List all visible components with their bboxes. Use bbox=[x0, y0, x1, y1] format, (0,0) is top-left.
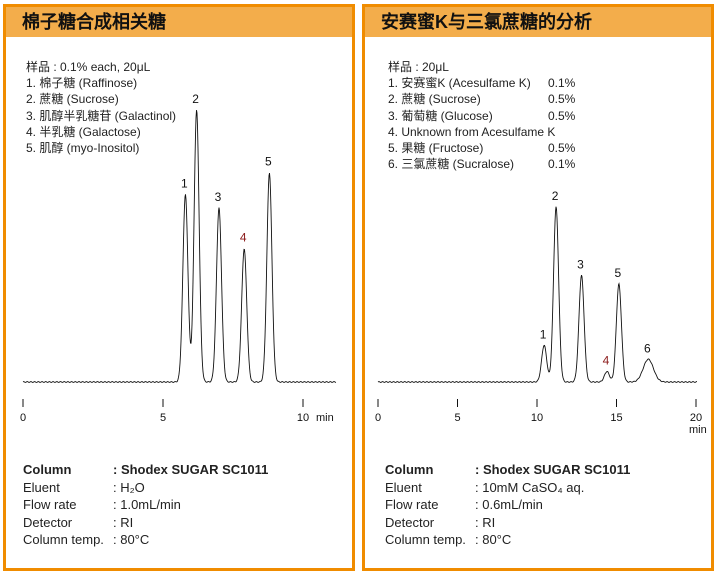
peak-label: 4 bbox=[240, 231, 247, 245]
conditions: Column : Shodex SUGAR SC1011 Eluent : 10mM… bbox=[385, 461, 630, 549]
item-text: 5. 果糖 (Fructose) bbox=[388, 141, 484, 156]
cond-key: Eluent bbox=[385, 479, 422, 495]
x-tick-label: 20 bbox=[690, 412, 702, 424]
panel-title: 安赛蜜K与三氯蔗糖的分析 bbox=[365, 7, 711, 37]
x-tick-label: 5 bbox=[160, 412, 166, 424]
sample-item: 4. 半乳糖 (Galactose) bbox=[26, 124, 141, 139]
peak-label: 1 bbox=[181, 176, 188, 190]
cond-key: Column temp. bbox=[23, 532, 104, 547]
cond-key: Flow rate bbox=[385, 497, 439, 512]
item-concentration: 0.5% bbox=[548, 92, 576, 107]
item-text: 1. 安赛蜜K (Acesulfame K) bbox=[388, 76, 531, 91]
chromatogram-trace bbox=[22, 110, 337, 383]
cond-key: Column bbox=[23, 462, 72, 477]
panel-title: 棉子糖合成相关糖 bbox=[6, 7, 352, 37]
item-concentration: 0.5% bbox=[548, 141, 576, 156]
sample-item: 3. 葡萄糖 (Glucose) 0.5% bbox=[388, 108, 575, 124]
sample-item: 5. 肌醇 (myo-Inositol) bbox=[26, 141, 140, 156]
sample-item: 1. 安赛蜜K (Acesulfame K) 0.1% bbox=[388, 75, 575, 91]
chromatogram: 1 2 3 4 5 0 5 10 min bbox=[20, 92, 337, 424]
x-tick-label: 0 bbox=[20, 412, 26, 424]
x-tick-label: 15 bbox=[610, 412, 622, 424]
peak-label: 1 bbox=[540, 327, 547, 341]
sample-item: 1. 棉子糖 (Raffinose) bbox=[26, 76, 138, 91]
peak-label: 5 bbox=[265, 155, 272, 169]
cond-key: Column bbox=[385, 462, 434, 477]
cond-key: Column temp. bbox=[385, 532, 466, 547]
sample-list: 样品 : 20μL 1. 安赛蜜K (Acesulfame K) 0.1% 2. … bbox=[388, 59, 575, 172]
item-text: 3. 葡萄糖 (Glucose) bbox=[388, 108, 493, 123]
item-concentration: 0.5% bbox=[548, 108, 576, 123]
cond-value: : H₂O bbox=[113, 479, 145, 495]
peak-label: 3 bbox=[215, 190, 222, 204]
conditions: Column: Shodex SUGAR SC1011 Eluent: H₂O … bbox=[23, 461, 268, 549]
sample-item: 2. 蔗糖 (Sucrose) 0.5% bbox=[388, 91, 575, 107]
cond-value: : 10mM CaSO₄ aq. bbox=[475, 479, 585, 495]
item-concentration: 0.1% bbox=[548, 76, 576, 91]
cond-value: : RI bbox=[113, 514, 134, 530]
item-text: 6. 三氯蔗糖 (Sucralose) bbox=[388, 157, 515, 172]
peak-label: 6 bbox=[644, 341, 651, 355]
item-concentration: 0.1% bbox=[548, 157, 576, 172]
sample-item: 6. 三氯蔗糖 (Sucralose) 0.1% bbox=[388, 156, 575, 172]
x-tick-label: 10 bbox=[297, 412, 309, 424]
x-axis-unit: min bbox=[689, 424, 707, 436]
peak-label: 4 bbox=[603, 354, 610, 368]
cond-value: : Shodex SUGAR SC1011 bbox=[113, 462, 269, 477]
sample-item: 4. Unknown from Acesulfame K bbox=[388, 124, 555, 140]
cond-value: : 80°C bbox=[113, 532, 150, 547]
cond-key: Detector bbox=[385, 514, 435, 530]
cond-value: : 1.0mL/min bbox=[113, 497, 181, 512]
peak-label: 5 bbox=[615, 266, 622, 280]
cond-value: : 80°C bbox=[475, 532, 512, 547]
sample-info: 样品 : 0.1% each, 20μL bbox=[26, 60, 151, 74]
sample-item: 3. 肌醇半乳糖苷 (Galactinol) bbox=[26, 108, 177, 123]
cond-value: : 0.6mL/min bbox=[475, 497, 543, 512]
x-axis-unit: min bbox=[316, 412, 334, 424]
panel-raffinose-sugars: 棉子糖合成相关糖 1 2 3 4 5 0 5 10 min 样品 : 0.1% each, 20… bbox=[3, 4, 355, 571]
item-text: 4. Unknown from Acesulfame K bbox=[388, 124, 556, 139]
sample-list: 样品 : 0.1% each, 20μL 1. 棉子糖 (Raffinose) … bbox=[26, 59, 176, 156]
x-tick-label: 0 bbox=[375, 412, 381, 424]
cond-value: : RI bbox=[475, 514, 496, 530]
sample-item: 2. 蔗糖 (Sucrose) bbox=[26, 92, 119, 107]
x-tick-label: 10 bbox=[531, 412, 543, 424]
panel-acesulfame-sucralose: 安赛蜜K与三氯蔗糖的分析 1 2 3 4 5 6 0 5 10 15 20 min 样品 : 20μL… bbox=[362, 4, 714, 571]
peak-label: 3 bbox=[577, 257, 584, 271]
chromatogram-trace bbox=[377, 206, 697, 383]
peak-label: 2 bbox=[552, 189, 559, 203]
sample-item: 5. 果糖 (Fructose) 0.5% bbox=[388, 140, 575, 156]
item-text: 2. 蔗糖 (Sucrose) bbox=[388, 92, 481, 107]
x-tick-label: 5 bbox=[454, 412, 460, 424]
sample-info: 样品 : 20μL bbox=[388, 60, 449, 74]
cond-key: Detector bbox=[23, 514, 73, 530]
peak-label: 2 bbox=[192, 92, 199, 106]
cond-key: Eluent bbox=[23, 479, 60, 495]
cond-value: : Shodex SUGAR SC1011 bbox=[475, 462, 631, 477]
cond-key: Flow rate bbox=[23, 497, 77, 512]
